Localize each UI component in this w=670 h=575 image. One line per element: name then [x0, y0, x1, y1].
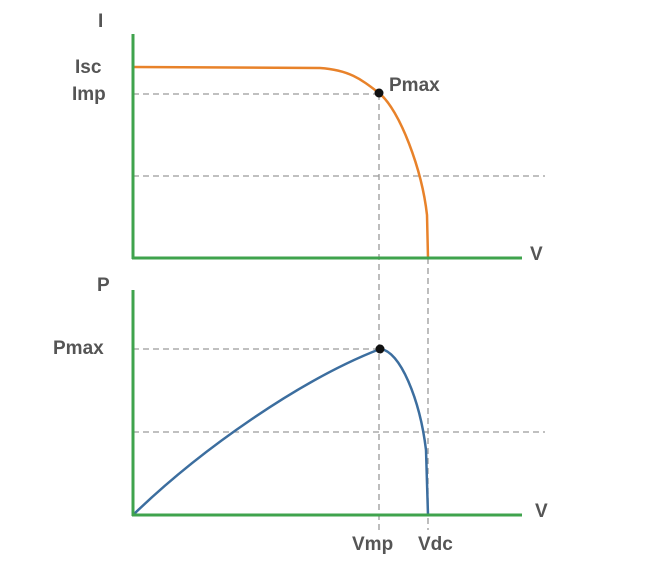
imp-label: Imp	[72, 84, 106, 105]
mpp-point	[375, 344, 385, 354]
vdc-label: Vdc	[418, 534, 453, 555]
y-axis-label: P	[97, 275, 110, 296]
mpp-point	[374, 88, 384, 98]
x-axis-label: V	[530, 244, 543, 265]
y-axis-label: I	[98, 11, 103, 32]
isc-label: Isc	[75, 57, 102, 78]
pmax-label: Pmax	[53, 338, 104, 359]
point-label: Pmax	[389, 75, 440, 96]
pv-curve	[132, 347, 430, 516]
iv-curve	[132, 65, 430, 259]
x-axis-label: V	[535, 501, 548, 522]
vmp-label: Vmp	[352, 534, 393, 555]
